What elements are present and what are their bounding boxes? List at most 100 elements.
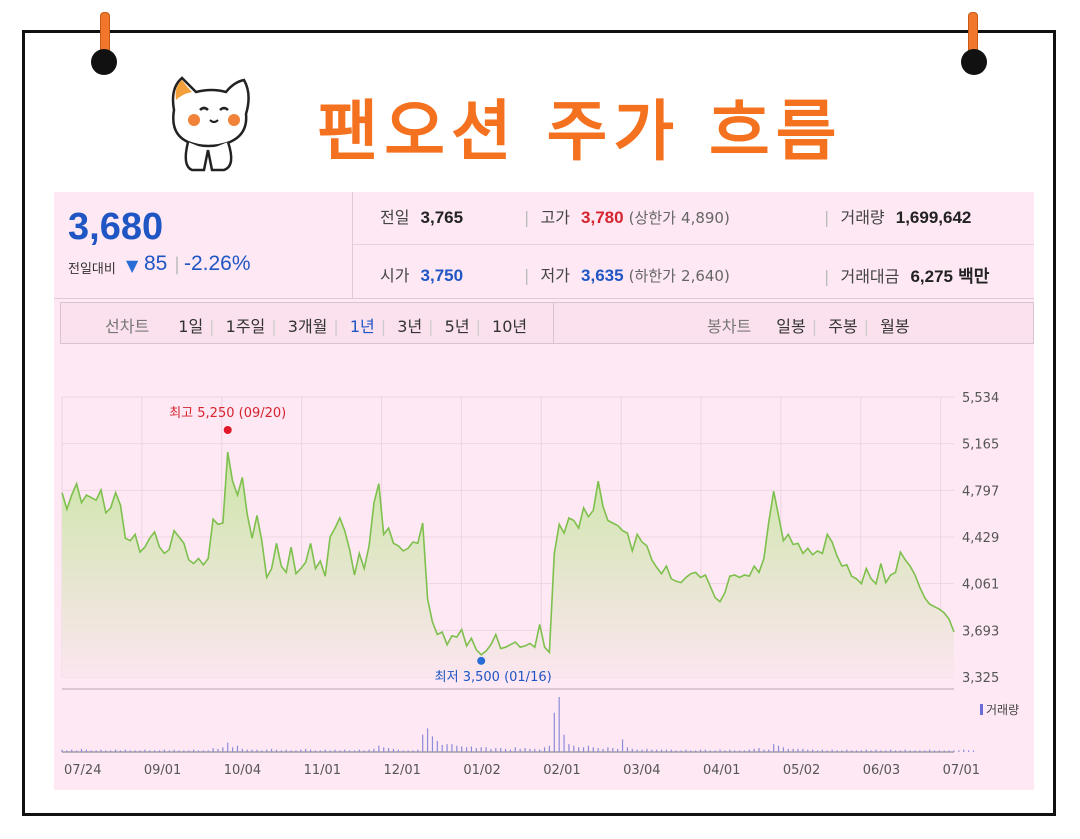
volume-bar	[568, 744, 570, 752]
trade-value-amount: 6,275	[910, 267, 954, 286]
divider: |	[524, 266, 530, 285]
volume-bar	[738, 750, 741, 752]
candle-monthly-tab[interactable]: 월봉	[880, 317, 910, 336]
volume-bar	[207, 750, 209, 752]
y-tick-label: 4,797	[962, 484, 999, 499]
volume-bar	[309, 749, 312, 752]
lower-limit-label: (하한가	[628, 267, 676, 285]
volume-bar	[470, 746, 473, 752]
volume-bar	[768, 749, 770, 752]
volume-bar	[446, 744, 448, 752]
volume-bar	[519, 748, 521, 752]
candle-daily-tab[interactable]: 일봉	[776, 317, 806, 336]
volume-bar	[612, 748, 614, 752]
volume-bar	[641, 749, 643, 752]
period-10y-tab[interactable]: 10년	[492, 317, 528, 336]
period-1d-tab[interactable]: 1일	[178, 317, 204, 336]
volume-bar	[110, 750, 112, 752]
period-3y-tab[interactable]: 3년	[397, 317, 423, 336]
volume-bar	[90, 750, 92, 752]
volume-bar	[860, 750, 862, 752]
volume-bar	[534, 748, 536, 752]
volume-bar	[149, 750, 151, 752]
change-label: 전일대비	[68, 262, 116, 277]
page-title: 팬오션 주가 흐름	[317, 93, 843, 170]
volume-bar	[373, 748, 375, 752]
volume-bar	[173, 749, 175, 752]
volume-bar	[558, 697, 560, 752]
volume-bar	[553, 712, 555, 752]
volume-bar	[324, 749, 326, 752]
volume-bar	[407, 750, 409, 752]
volume-bar	[305, 748, 307, 752]
volume-bar	[529, 748, 531, 752]
volume-bar	[119, 750, 122, 752]
y-axis-labels: 5,534 5,165 4,797 4,429 4,061 3,693 3,325	[962, 391, 999, 686]
y-tick-label: 5,165	[962, 438, 999, 453]
divider: |	[524, 208, 530, 227]
volume-bar	[412, 750, 414, 752]
volume-bar	[61, 749, 63, 752]
volume-bar	[621, 739, 624, 752]
volume-bar	[504, 748, 507, 752]
volume-bar	[358, 749, 360, 752]
line-chart-label: 선차트	[105, 317, 150, 336]
volume-bar	[646, 748, 648, 752]
min-marker	[477, 656, 486, 665]
volume-bar	[275, 749, 278, 752]
change-value: 85	[144, 252, 168, 275]
volume-bar	[777, 745, 780, 752]
lower-limit-value: 2,640)	[681, 267, 730, 285]
volume-bar	[514, 747, 516, 752]
volume-bar	[699, 749, 702, 752]
volume-bar	[397, 749, 399, 752]
volume-bar	[154, 750, 156, 752]
volume-bar	[656, 749, 658, 752]
x-tick-label: 05/02	[783, 763, 820, 778]
low-label: 저가	[540, 266, 570, 285]
cat-mascot-icon	[171, 76, 250, 172]
volume-bar	[441, 744, 443, 752]
volume-bar	[363, 750, 365, 752]
volume-bar	[729, 749, 731, 752]
volume-bar	[509, 749, 512, 752]
divider	[352, 192, 353, 298]
volume-bar	[290, 750, 292, 752]
period-1y-tab[interactable]: 1년	[349, 317, 375, 336]
hole-right-icon	[961, 49, 987, 75]
volume-bar	[212, 748, 214, 752]
volume-bar	[217, 748, 219, 752]
volume-bar	[924, 750, 926, 752]
volume-bar	[339, 750, 341, 752]
volume-bar	[485, 747, 487, 752]
period-3m-tab[interactable]: 3개월	[287, 317, 328, 336]
volume-bar	[168, 750, 170, 752]
volume-bar	[480, 747, 482, 752]
volume-bars	[61, 697, 975, 752]
volume-bar	[383, 747, 385, 752]
volume-bar	[539, 749, 541, 752]
volume-bar	[100, 749, 102, 752]
volume-bar	[719, 749, 721, 752]
volume-bar	[144, 749, 146, 752]
volume-bar	[475, 748, 477, 752]
candle-weekly-tab[interactable]: 주봉	[828, 317, 858, 336]
period-1w-tab[interactable]: 1주일	[225, 317, 266, 336]
volume-bar	[105, 750, 107, 752]
volume-bar	[807, 749, 809, 752]
volume-bar	[368, 749, 370, 752]
period-5y-tab[interactable]: 5년	[444, 317, 470, 336]
volume-bar	[748, 749, 750, 752]
volume-bar	[319, 750, 321, 752]
chart-toolbar: 선차트 1일 | 1주일 | 3개월 | 1년 | 3년 | 5년 | 10년 봉차트 일봉…	[60, 302, 1034, 344]
volume-bar	[773, 744, 775, 752]
volume-bar	[548, 745, 551, 752]
volume-bar	[704, 749, 707, 752]
volume-bar	[797, 748, 799, 752]
volume-bar	[270, 748, 273, 752]
max-marker	[223, 426, 232, 435]
volume-bar	[690, 750, 692, 752]
volume-bar	[334, 749, 336, 752]
volume-bar	[246, 749, 248, 752]
volume-bar	[95, 750, 97, 752]
